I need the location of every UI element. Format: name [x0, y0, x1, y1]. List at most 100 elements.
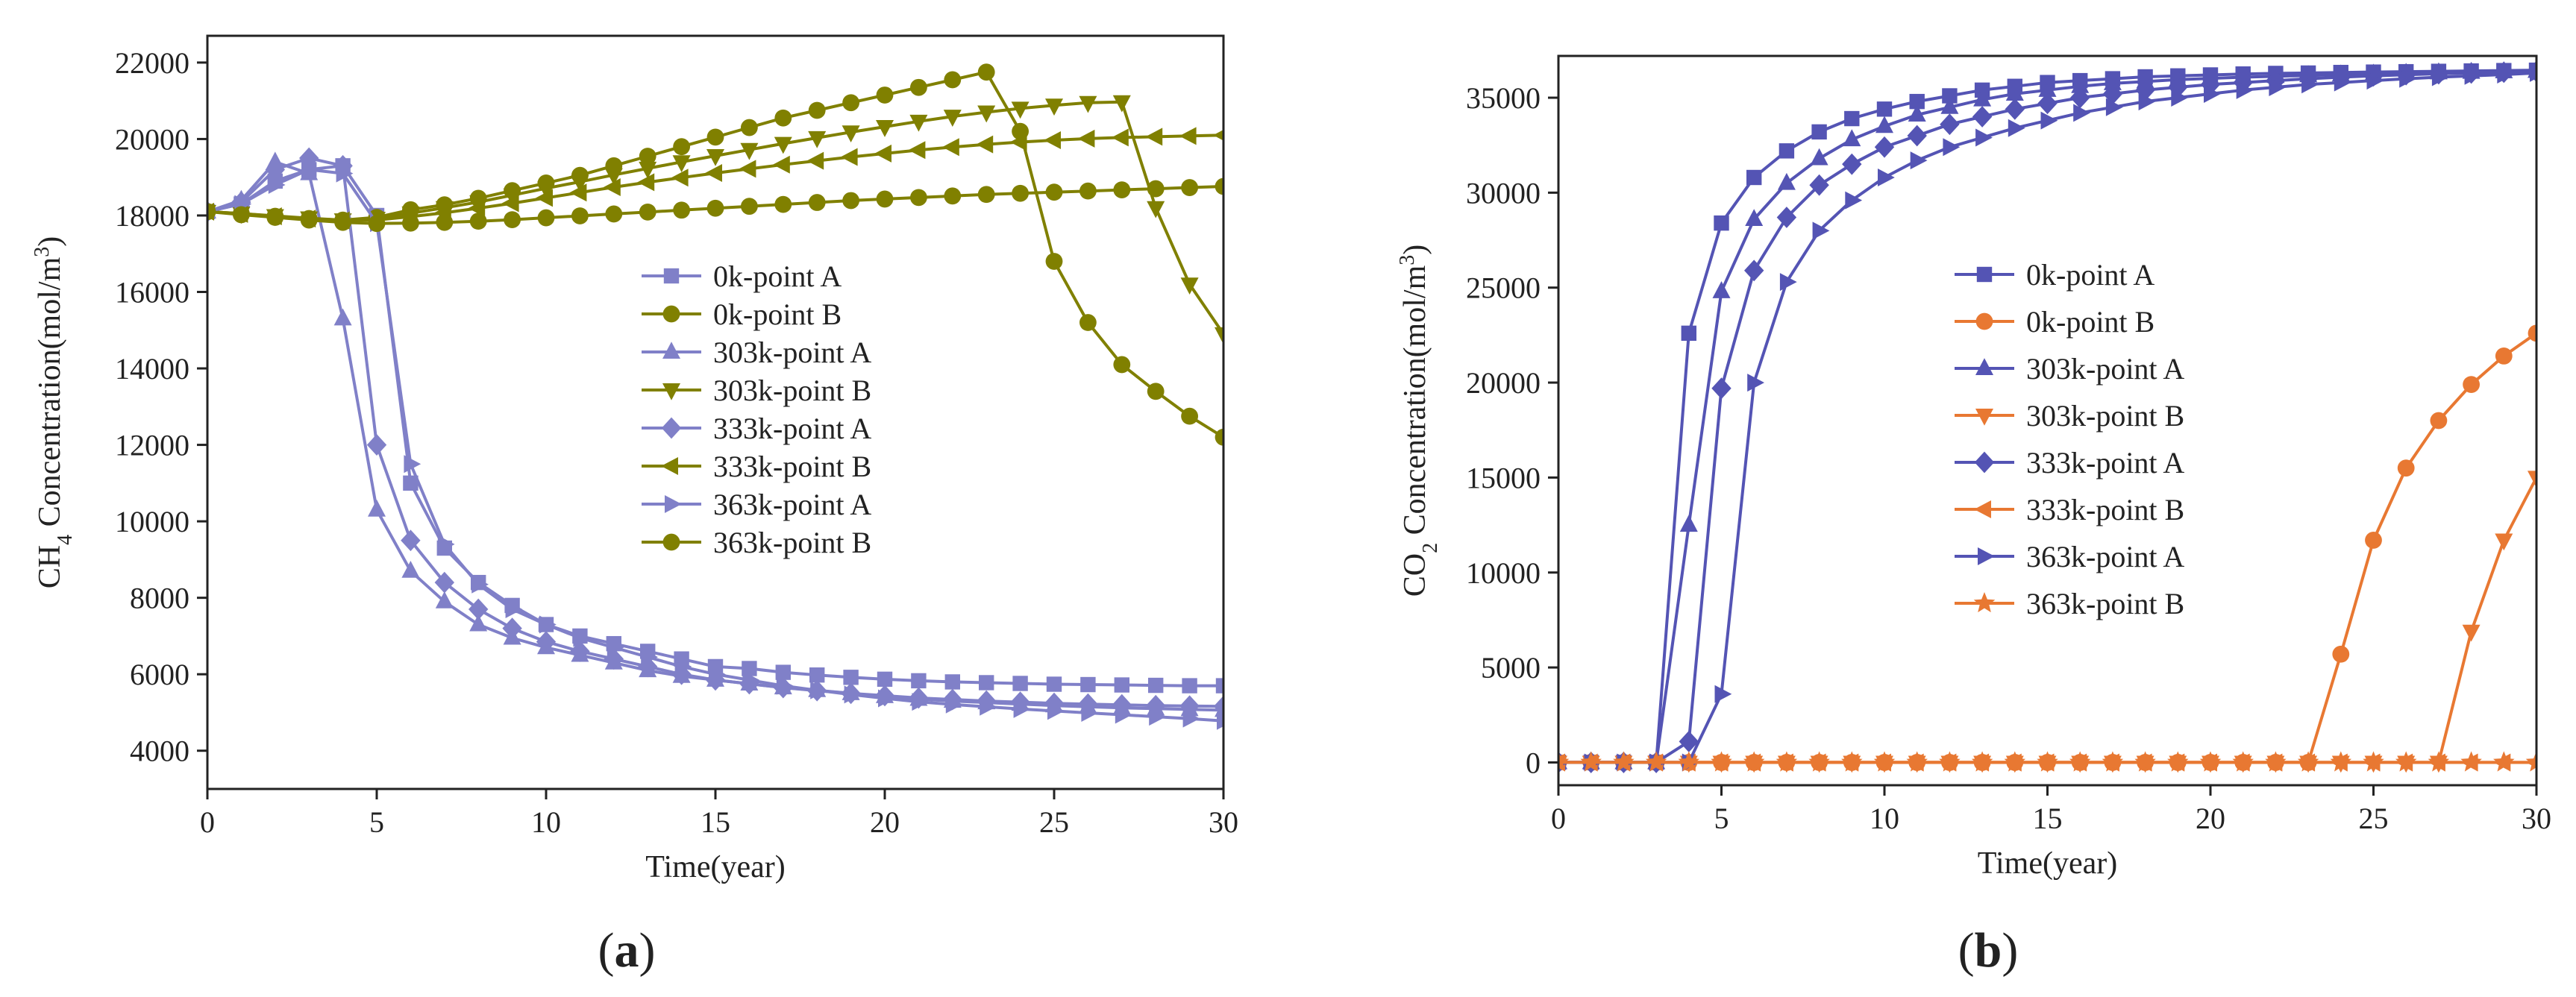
data-point-363k-point-b-17	[774, 195, 792, 213]
data-point-333k-point-a-11	[570, 641, 590, 662]
data-point-363k-point-a-16	[2073, 104, 2090, 122]
data-point-363k-point-b-2	[266, 209, 284, 226]
panel-label-letter: b	[1975, 923, 2002, 978]
y-axis-label-rest: Concentration(mol/m	[1398, 265, 1432, 542]
x-tick-label: 15	[701, 805, 730, 839]
data-point-363k-point-b-3	[300, 211, 318, 229]
y-axis-label-main: CH	[33, 545, 67, 588]
data-point-303k-point-b-25	[1045, 98, 1063, 116]
data-point-333k-point-b-29	[1179, 127, 1197, 145]
data-point-303k-point-a-9	[1843, 129, 1861, 147]
data-point-0k-point-a-24	[1012, 676, 1028, 691]
data-point-363k-point-b-14	[673, 201, 690, 219]
chart-panel-b: 0 5 10 15 20 25 30 0 5000 10000 15000 20000 25000 300…	[1396, 54, 2551, 978]
legend-marker-303k-point-b	[662, 383, 680, 400]
data-point-333k-point-a-4	[1679, 731, 1699, 752]
legend-label-363k-point-a: 363k-point A	[713, 488, 871, 521]
data-point-363k-point-a-4	[336, 164, 354, 183]
data-point-333k-point-b-21	[908, 141, 926, 160]
data-point-303k-point-b-28	[1147, 201, 1165, 218]
data-point-363k-point-b-5	[368, 215, 386, 233]
data-point-363k-point-a-12	[1943, 138, 1961, 157]
data-point-0k-point-b-23	[977, 63, 995, 81]
y-tick-label: 25000	[1466, 271, 1541, 305]
data-point-363k-point-b-25	[2363, 751, 2384, 772]
data-point-303k-point-b-30	[2528, 471, 2536, 488]
data-point-0k-point-b-16	[741, 119, 758, 136]
data-point-363k-point-b-29	[2493, 751, 2515, 772]
panel-label-close: )	[2002, 923, 2018, 978]
data-point-333k-point-b-8	[468, 199, 486, 218]
legend-label-303k-point-b: 303k-point B	[2026, 399, 2184, 433]
data-point-303k-point-b-16	[740, 142, 759, 160]
data-point-333k-point-a-7	[434, 571, 454, 594]
data-point-363k-point-a-14	[674, 657, 692, 676]
y-tick-label: 16000	[115, 276, 189, 309]
data-point-333k-point-b-26	[1077, 129, 1095, 148]
y-axis-label-sub: 2	[1419, 543, 1442, 553]
data-point-363k-point-a-2	[268, 175, 286, 194]
data-point-333k-point-a-12	[1940, 113, 1960, 136]
data-point-363k-point-b-22	[944, 187, 962, 205]
data-point-363k-point-a-6	[1747, 374, 1764, 392]
legend-marker-363k-point-b	[662, 533, 680, 551]
data-point-363k-point-b-27	[2428, 751, 2450, 772]
data-point-363k-point-a-28	[2464, 66, 2482, 85]
data-point-363k-point-a-11	[573, 629, 591, 647]
data-point-303k-point-b-10	[537, 181, 555, 199]
data-point-0k-point-a-28	[1148, 677, 1164, 694]
data-point-363k-point-b-2	[1613, 751, 1635, 772]
data-point-0k-point-b-27	[2430, 412, 2448, 430]
data-point-333k-point-a-16	[2070, 87, 2090, 109]
data-point-363k-point-b-12	[605, 205, 623, 223]
y-tick-label: 20000	[1466, 366, 1541, 400]
legend-marker-303k-point-b	[1975, 409, 1993, 426]
data-point-0k-point-a-18	[809, 667, 825, 683]
data-point-303k-point-a-8	[469, 614, 488, 632]
data-point-333k-point-a-26	[1078, 693, 1098, 715]
data-point-303k-point-b-17	[774, 136, 792, 154]
x-tick-label: 20	[870, 805, 900, 839]
legend-label-303k-point-a: 303k-point A	[2026, 352, 2184, 386]
data-point-0k-point-a-29	[1182, 678, 1197, 694]
data-point-303k-point-a-4	[333, 308, 352, 326]
data-point-333k-point-a-27	[1112, 694, 1132, 716]
data-point-363k-point-a-16	[742, 670, 760, 689]
data-point-363k-point-a-23	[2301, 75, 2319, 94]
data-point-333k-point-a-12	[604, 648, 624, 670]
y-tick-label: 12000	[115, 429, 189, 462]
data-point-0k-point-a-5	[1714, 215, 1729, 231]
legend-label-333k-point-b: 333k-point B	[713, 450, 871, 483]
x-tick-label: 25	[2359, 802, 2389, 835]
data-point-333k-point-a-9	[502, 617, 522, 640]
data-point-333k-point-a-20	[2200, 73, 2221, 95]
data-point-363k-point-a-9	[1845, 191, 1863, 210]
data-point-0k-point-b-28	[1147, 383, 1165, 400]
data-point-0k-point-b-25	[2365, 532, 2382, 549]
data-point-333k-point-a-10	[536, 631, 557, 653]
data-point-333k-point-a-5	[1711, 377, 1732, 400]
plot-area	[207, 63, 1223, 730]
y-tick-label: 10000	[115, 505, 189, 538]
data-point-363k-point-a-7	[1779, 273, 1797, 292]
data-point-363k-point-b-27	[1113, 181, 1131, 199]
data-point-363k-point-b-4	[1678, 751, 1700, 772]
y-axis-label-rest: Concentration(mol/m	[33, 257, 67, 534]
data-point-303k-point-b-21	[909, 114, 928, 132]
data-point-363k-point-b-20	[876, 190, 894, 208]
data-point-363k-point-a-10	[539, 615, 557, 634]
data-point-303k-point-b-9	[503, 188, 521, 206]
legend-marker-363k-point-a	[665, 495, 682, 513]
panel-label: (a)	[598, 923, 656, 978]
x-tick-label: 5	[1714, 802, 1729, 835]
data-point-333k-point-b-13	[637, 173, 655, 192]
data-point-363k-point-b-3	[1645, 751, 1667, 772]
data-point-333k-point-b-25	[1044, 130, 1061, 149]
data-point-333k-point-b-28	[1145, 128, 1163, 146]
data-point-333k-point-a-7	[1776, 207, 1797, 228]
data-point-0k-point-a-30	[1215, 678, 1223, 694]
x-tick-label: 15	[2033, 802, 2063, 835]
legend-label-303k-point-a: 303k-point A	[713, 336, 871, 369]
data-point-363k-point-a-17	[776, 676, 794, 695]
